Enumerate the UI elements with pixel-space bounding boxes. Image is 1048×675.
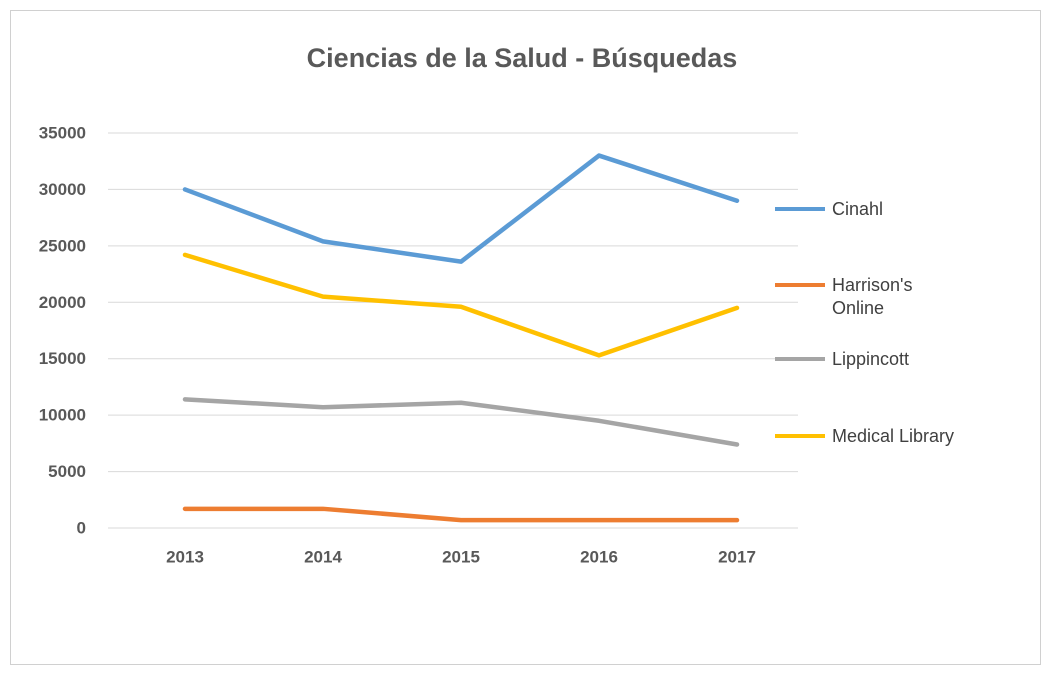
legend-label: Lippincott (832, 349, 910, 369)
y-tick-label: 10000 (39, 406, 86, 425)
x-tick-label: 2013 (166, 547, 204, 566)
legend-swatch (775, 207, 825, 211)
series-line (182, 506, 740, 523)
legend-swatch (775, 283, 825, 287)
x-tick-label: 2017 (718, 547, 756, 566)
y-tick-label: 15000 (39, 349, 86, 368)
chart-frame (10, 10, 1041, 665)
series-line (182, 252, 740, 358)
legend-swatch (775, 434, 825, 438)
legend-label: Cinahl (832, 199, 884, 219)
series-line (182, 153, 740, 264)
legend-item: Medical Library (775, 425, 975, 448)
y-tick-label: 20000 (39, 293, 86, 312)
legend-label: Medical Library (832, 426, 955, 446)
legend-item: Lippincott (775, 348, 975, 371)
y-tick-label: 30000 (39, 180, 86, 199)
y-tick-label: 35000 (39, 123, 86, 142)
x-tick-label: 2014 (304, 547, 342, 566)
chart-title: Ciencias de la Salud - Búsquedas (307, 43, 738, 73)
series-line (182, 397, 740, 447)
legend-label: Harrison's Online (832, 275, 913, 318)
y-tick-label: 25000 (39, 236, 86, 255)
y-tick-label: 0 (77, 518, 86, 537)
x-tick-label: 2015 (442, 547, 480, 566)
legend-swatch (775, 357, 825, 361)
y-tick-label: 5000 (48, 462, 86, 481)
legend-item: Cinahl (775, 198, 975, 221)
legend-item: Harrison's Online (775, 274, 975, 320)
x-tick-label: 2016 (580, 547, 618, 566)
